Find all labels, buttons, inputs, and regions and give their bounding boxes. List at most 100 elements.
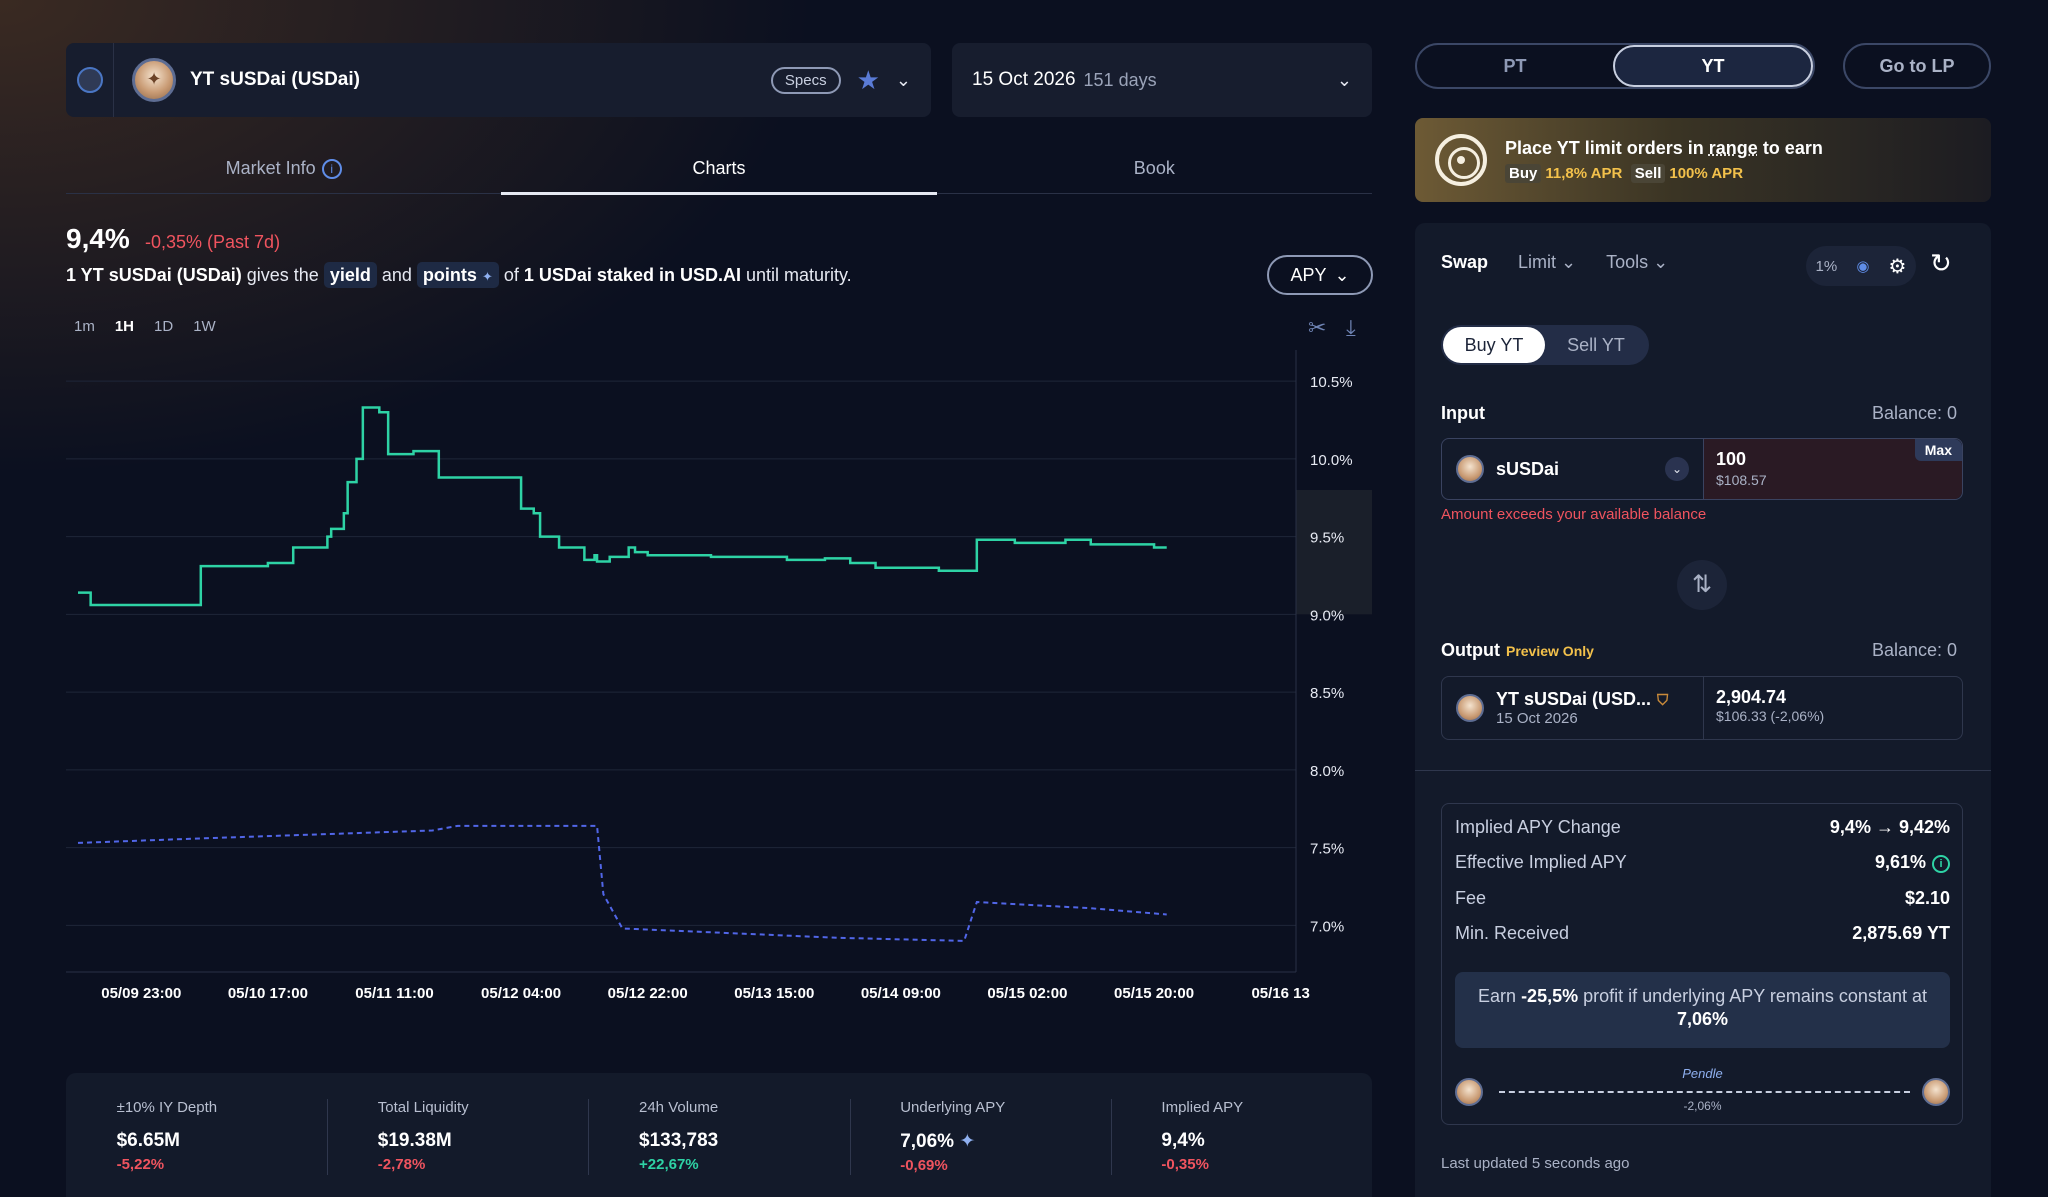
input-token: sUSDai — [1496, 458, 1560, 479]
market-stats: ±10% IY Depth $6.65M -5,22% Total Liquidity… — [66, 1073, 1372, 1197]
tab-limit[interactable]: Limit ⌄ — [1518, 252, 1577, 272]
shield-icon: ⛉ — [1657, 692, 1669, 709]
timeframe-1w[interactable]: 1W — [193, 318, 216, 335]
swap-direction-icon[interactable]: ⇅ — [1677, 560, 1727, 610]
stat-change: -0,69% — [900, 1157, 948, 1174]
info-icon[interactable]: i — [321, 159, 342, 179]
route-dashed-line — [1499, 1091, 1910, 1093]
max-button[interactable]: Max — [1914, 439, 1962, 461]
current-value-band — [1296, 489, 1372, 615]
x-tick-label: 05/14 09:00 — [861, 985, 941, 1002]
sparkle-icon: ✦ — [481, 269, 493, 284]
output-usd: $106.33 (-2,06%) — [1716, 708, 1825, 724]
limit-order-promo[interactable]: Place YT limit orders in range to earn B… — [1415, 118, 1991, 202]
pt-yt-toggle: PT YT — [1415, 43, 1815, 89]
info-icon[interactable]: i — [1932, 855, 1950, 873]
market-name: YT sUSDai (USDai) — [190, 69, 360, 90]
pt-toggle-button[interactable]: PT — [1503, 56, 1527, 76]
chevron-down-icon: ⌄ — [1334, 264, 1350, 285]
stat-label: ±10% IY Depth — [116, 1099, 218, 1116]
x-tick-label: 05/13 15:00 — [734, 985, 814, 1002]
y-tick-label: 7.0% — [1310, 918, 1344, 935]
y-tick-label: 9.0% — [1310, 607, 1344, 624]
chevron-down-icon[interactable]: ⌄ — [895, 69, 911, 90]
input-field-group: sUSDai ⌄ 100 $108.57 Max — [1441, 438, 1963, 500]
yt-coin-icon — [1456, 694, 1484, 722]
tab-tools[interactable]: Tools ⌄ — [1606, 252, 1669, 272]
stat-value: $6.65M — [116, 1130, 180, 1151]
x-tick-label: 05/11 11:00 — [355, 985, 433, 1002]
slippage-settings[interactable]: 1% ◉ ⚙ — [1806, 246, 1916, 286]
stat-value: $19.38M — [377, 1130, 452, 1151]
preview-only-badge: Preview Only — [1505, 643, 1594, 659]
timeframe-selector: 1m 1H 1D 1W — [74, 318, 216, 335]
amount-value[interactable]: 100 — [1716, 449, 1747, 469]
divider — [1415, 770, 1991, 771]
favorite-star-icon[interactable]: ★ — [856, 64, 880, 95]
y-tick-label: 10.5% — [1310, 374, 1353, 391]
tab-book[interactable]: Book — [1133, 158, 1175, 178]
maturity-selector[interactable]: 15 Oct 2026 151 days ⌄ — [952, 43, 1372, 117]
maturity-days: 151 days — [1083, 69, 1157, 90]
download-icon[interactable]: ⤓ — [1346, 315, 1356, 340]
gear-icon[interactable]: ⚙ — [1888, 255, 1907, 278]
market-selector[interactable]: YT sUSDai (USDai) Specs ★ ⌄ — [66, 43, 931, 117]
timeframe-1m[interactable]: 1m — [74, 318, 95, 335]
y-tick-label: 8.5% — [1310, 685, 1344, 702]
output-amount: 2,904.74 — [1716, 687, 1787, 707]
yield-chip[interactable]: yield — [323, 262, 377, 288]
yt-toggle-button[interactable]: YT — [1613, 45, 1813, 87]
x-tick-label: 05/15 20:00 — [1114, 985, 1194, 1002]
current-apy: 9,4% — [66, 223, 130, 254]
stat-change: -0,35% — [1161, 1156, 1209, 1173]
output-token-name: YT sUSDai (USD... — [1496, 689, 1652, 709]
chevron-down-icon[interactable]: ⌄ — [1665, 457, 1689, 481]
y-tick-label: 9.5% — [1310, 530, 1344, 547]
stat-card: ±10% IY Depth $6.65M -5,22% — [66, 1073, 327, 1197]
stat-card: 24h Volume $133,783 +22,67% — [588, 1073, 849, 1197]
buy-sell-toggle: Buy YT Sell YT — [1441, 325, 1649, 365]
metric-dropdown[interactable]: APY ⌄ — [1267, 255, 1373, 295]
tab-charts[interactable]: Charts — [501, 148, 937, 195]
amount-input[interactable]: 100 $108.57 Max — [1704, 439, 1962, 499]
stat-value: 9,4% — [1161, 1130, 1205, 1151]
go-to-lp-button[interactable]: Go to LP — [1843, 43, 1991, 89]
susdai-coin-icon — [1456, 455, 1484, 483]
points-chip[interactable]: points ✦ — [416, 262, 499, 288]
route-pct: -2,06% — [1683, 1099, 1722, 1113]
y-tick-label: 10.0% — [1310, 452, 1353, 469]
chevron-down-icon[interactable]: ⌄ — [1336, 69, 1352, 90]
stat-card: Implied APY 9,4% -0,35% — [1110, 1073, 1372, 1197]
stat-card: Underlying APY 7,06% ✦ -0,69% — [849, 1073, 1111, 1197]
detail-min-received: Min. Received 2,875.69 YT — [1455, 923, 1950, 943]
refresh-icon[interactable]: ↻ — [1930, 248, 1952, 278]
output-field-group: YT sUSDai (USD... ⛉ 15 Oct 2026 2,904.74 … — [1441, 676, 1963, 740]
sell-yt-button[interactable]: Sell YT — [1567, 335, 1625, 355]
stat-value: $133,783 — [639, 1130, 719, 1151]
stat-change: -2,78% — [377, 1156, 426, 1173]
tab-market-info[interactable]: Market Info i — [66, 148, 501, 193]
profit-scenario: Earn -25,5% profit if underlying APY rem… — [1455, 972, 1950, 1048]
input-token-select[interactable]: sUSDai ⌄ — [1442, 439, 1704, 499]
output-label: Output Preview Only — [1441, 640, 1594, 660]
stat-change: -5,22% — [116, 1156, 165, 1173]
buy-yt-button[interactable]: Buy YT — [1443, 327, 1545, 363]
tab-swap[interactable]: Swap — [1441, 252, 1489, 272]
input-label: Input — [1441, 403, 1485, 423]
output-token: YT sUSDai (USD... ⛉ 15 Oct 2026 — [1442, 677, 1704, 739]
x-tick-label: 05/12 22:00 — [608, 985, 688, 1002]
stat-label: Total Liquidity — [377, 1099, 469, 1116]
maturity-date: 15 Oct 2026 — [972, 69, 1076, 90]
timeframe-1h[interactable]: 1H — [114, 318, 135, 335]
pendle-logo-cell — [66, 43, 114, 117]
specs-button[interactable]: Specs — [770, 66, 841, 94]
timeframe-1d[interactable]: 1D — [154, 318, 174, 335]
stat-value: 7,06% ✦ — [900, 1131, 976, 1152]
promo-aprs: Buy 11,8% APR Sell 100% APR — [1505, 164, 1823, 183]
y-tick-label: 8.0% — [1310, 763, 1344, 780]
detail-implied-apy-change: Implied APY Change 9,4% → 9,42% — [1455, 817, 1950, 837]
x-tick-label: 05/09 23:00 — [101, 985, 181, 1002]
source-coin-icon — [1455, 1078, 1483, 1106]
token-coin-icon — [132, 58, 176, 102]
tools-icon[interactable]: ✂ — [1308, 315, 1327, 340]
